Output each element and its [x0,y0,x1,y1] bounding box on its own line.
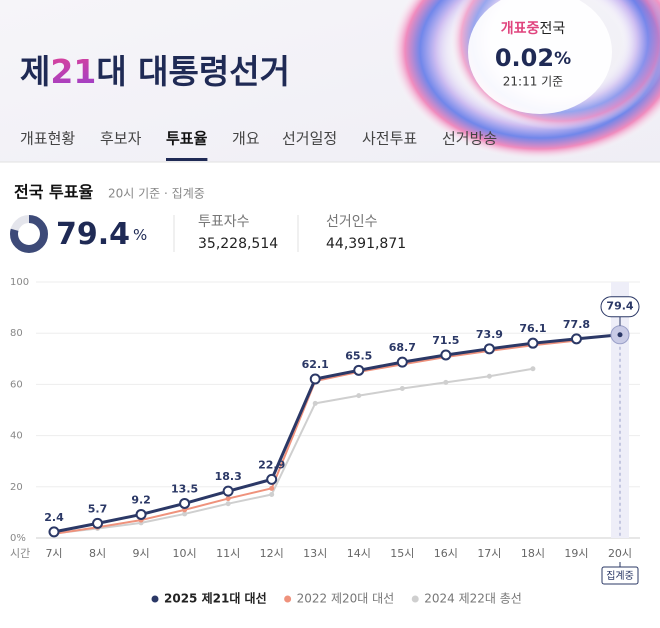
series-point [483,343,495,355]
data-label: 18.3 [215,470,242,483]
donut-arc [10,215,48,253]
section-title: 전국 투표율 [14,183,93,202]
series-line [53,333,621,534]
data-label: 9.2 [131,493,151,506]
count-rate: 0.02% [495,44,571,72]
voters-label: 투표자수 [198,214,250,230]
series-point [179,497,191,509]
series-point [353,364,365,376]
series-point [486,373,492,379]
page-title: 제21대 대통령선거 [20,52,290,91]
highlight-band [611,282,629,538]
x-tick-label: 11시 [216,547,240,560]
turnout-rate: 79.4% [56,217,147,252]
series-point [399,385,405,391]
electors: 44,391,871 [326,236,406,252]
series-point [269,491,275,497]
x-tick-label: 9시 [133,547,150,560]
data-label: 77.8 [563,318,590,331]
series-point [356,393,362,399]
series-point [182,511,188,517]
series-point [396,356,408,368]
data-label: 68.7 [389,341,416,354]
series-point [222,485,234,497]
y-tick-label: 100 [10,277,29,288]
series-point [48,526,60,538]
x-tick-label: 14시 [347,547,371,560]
x-tick-label: 18시 [521,547,545,560]
series-point [309,373,321,385]
x-tick-label: 8시 [89,547,106,560]
legend-swatch [411,595,419,603]
data-label: 22.9 [258,458,285,471]
tab[interactable]: 투표율 [166,130,208,148]
series-point [225,501,231,507]
tab[interactable]: 후보자 [100,130,142,148]
tab[interactable]: 사전투표 [362,130,417,148]
series-point [135,508,147,520]
series-point [92,517,104,529]
series-point [570,333,582,345]
section-basis: 20시 기준 · 집계중 [108,187,205,201]
x-tick-label: 19시 [564,547,588,560]
y-tick-label: 80 [10,328,23,339]
data-label: 71.5 [432,334,459,347]
x-tick-label: 13시 [303,547,327,560]
series-point [225,496,231,502]
electors-label: 선거인수 [326,214,378,230]
x-tick-label: 16시 [434,547,458,560]
series-point [617,332,623,338]
annotation: 집계중 [606,570,634,582]
label-box [600,296,640,318]
y-tick-label: 60 [10,379,23,390]
tab[interactable]: 개표현황 [20,130,75,148]
tab[interactable]: 개요 [232,130,260,148]
legend-label: 2024 제22대 총선 [424,592,522,606]
series-point [266,473,278,485]
x-tick-label: 10시 [173,547,197,560]
data-label: 2.4 [44,511,64,524]
x-tick-label: 15시 [390,547,414,560]
data-label: 73.9 [476,328,503,341]
x-tick-label: 7시 [45,547,62,560]
data-label: 65.5 [345,349,372,362]
y-tick-label: 20 [10,482,23,493]
count-time: 21:11 기준 [503,75,563,89]
x-axis-label: 시간 [10,547,30,560]
status: 개표중전국 [501,21,566,37]
series-line [53,367,534,535]
x-tick-label: 12시 [260,547,284,560]
legend-label: 2025 제21대 대선 [164,591,267,606]
y-tick-label: 40 [10,431,23,442]
tab[interactable]: 선거일정 [282,130,337,148]
x-tick-label: 20시 [608,547,632,560]
y-tick-label: 0% [10,533,26,544]
series-point [440,349,452,361]
data-label: 62.1 [302,358,329,371]
tab[interactable]: 선거방송 [442,130,497,148]
data-label: 13.5 [171,482,198,495]
voters: 35,228,514 [198,236,278,252]
series-point [530,366,536,372]
series-point [527,337,539,349]
data-label: 76.1 [519,322,546,335]
legend-swatch [151,595,159,603]
series-point [312,400,318,406]
legend-swatch [284,595,292,603]
legend-label: 2022 제20대 대선 [297,592,395,606]
x-tick-label: 17시 [477,547,501,560]
data-label: 79.4 [606,300,633,313]
data-label: 5.7 [88,502,108,515]
tab-underline [166,158,208,161]
series-point [269,485,275,491]
series-point [443,379,449,385]
status-bg [468,0,612,114]
